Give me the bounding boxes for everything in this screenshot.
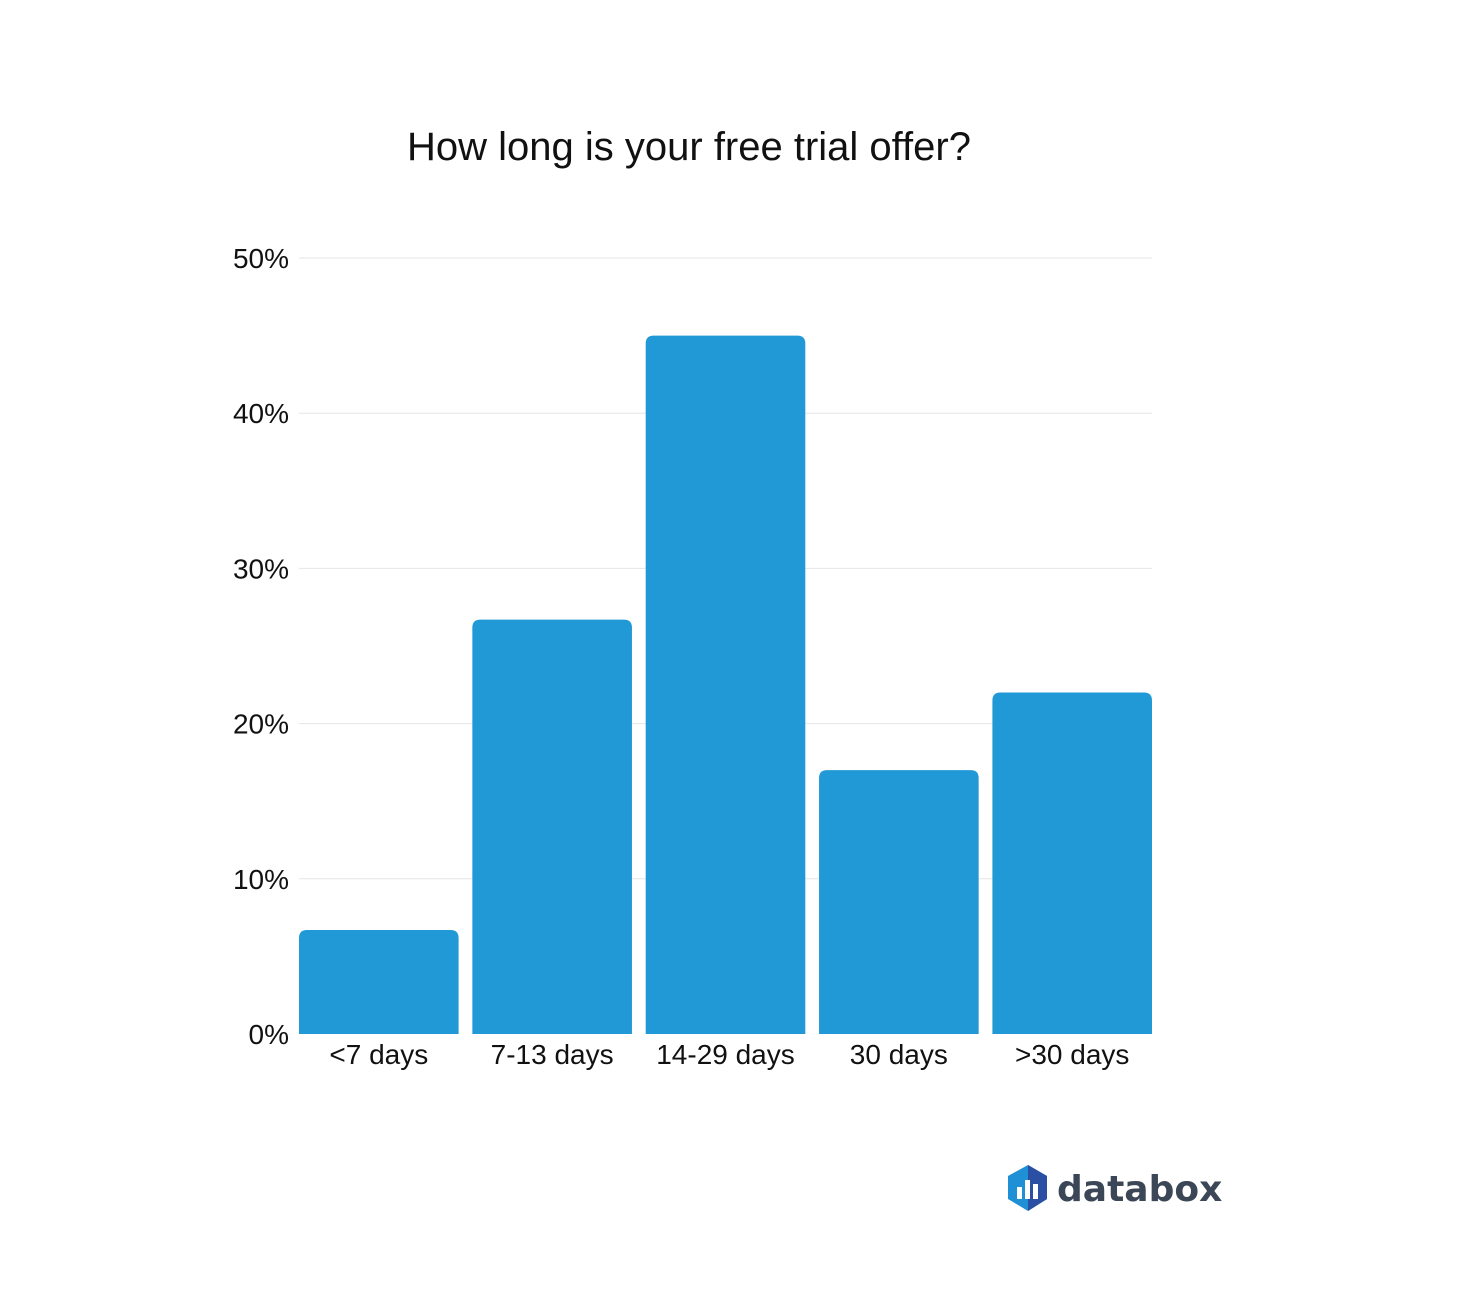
databox-wordmark: databox	[1057, 1169, 1222, 1210]
x-tick-label: 7-13 days	[491, 1039, 614, 1070]
bar	[645, 335, 806, 1035]
y-tick-label: 20%	[233, 709, 289, 740]
y-axis-ticks: 0% 10% 20% 30% 40% 50%	[233, 243, 289, 1050]
y-tick-label: 0%	[249, 1019, 289, 1050]
x-tick-label: 30 days	[850, 1039, 948, 1070]
bar	[472, 619, 632, 1034]
chart-title: How long is your free trial offer?	[407, 125, 971, 169]
bar	[299, 930, 459, 1034]
x-tick-label: <7 days	[329, 1039, 428, 1070]
databox-logo-icon	[1008, 1165, 1047, 1211]
y-tick-label: 30%	[233, 553, 289, 584]
bar	[819, 770, 979, 1034]
bar	[992, 692, 1152, 1034]
databox-brand: databox	[1008, 1165, 1222, 1211]
y-tick-label: 10%	[233, 864, 289, 895]
x-axis-labels: <7 days 7-13 days 14-29 days 30 days >30 day…	[329, 1039, 1129, 1070]
x-tick-label: 14-29 days	[656, 1039, 795, 1070]
y-tick-label: 50%	[233, 243, 289, 274]
bars	[299, 335, 1152, 1035]
x-tick-label: >30 days	[1015, 1039, 1129, 1070]
y-tick-label: 40%	[233, 398, 289, 429]
